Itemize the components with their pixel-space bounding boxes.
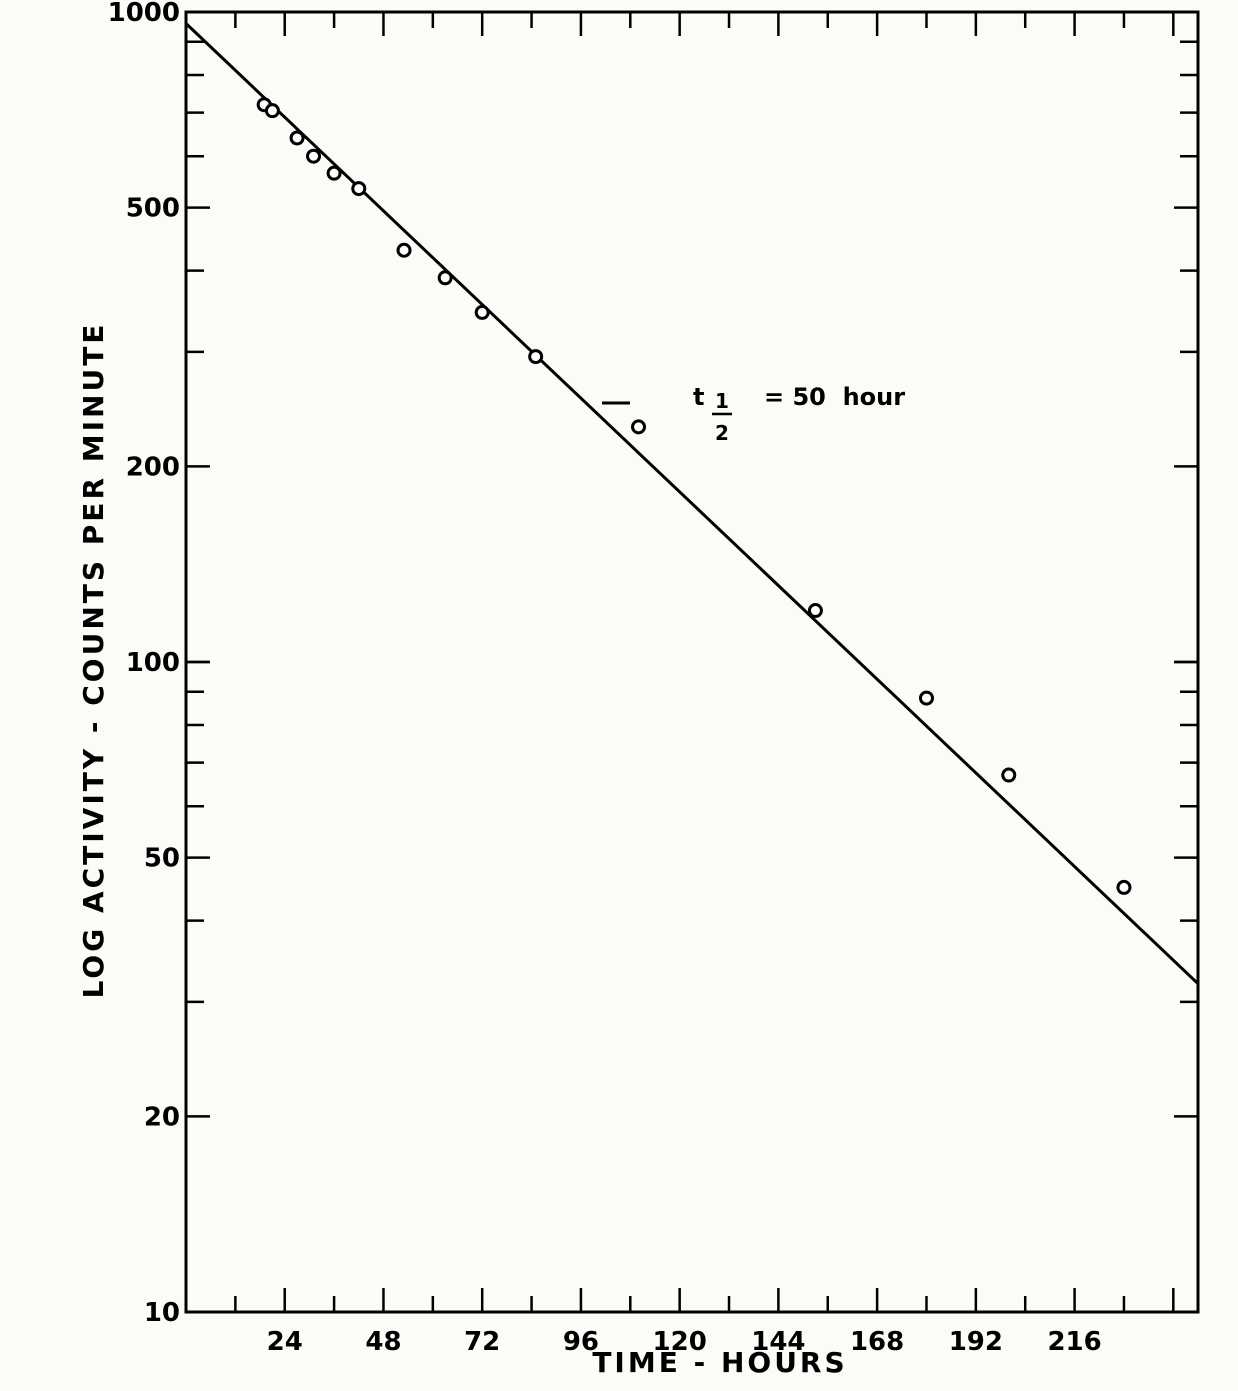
data-point: [1001, 767, 1017, 783]
data-point: [631, 419, 647, 435]
x-tick-label: 144: [751, 1327, 805, 1357]
y-tick-labels: 1000 500 200 100 50 20 10: [108, 0, 180, 1328]
x-tick-label: 96: [563, 1327, 599, 1357]
y-axis-title: LOG ACTIVITY - COUNTS PER MINUTE: [77, 322, 110, 999]
annotation-fraction-num: 1: [715, 389, 729, 413]
y-tick-label: 1000: [108, 0, 180, 28]
annotation-suffix: = 50 hour: [764, 383, 905, 411]
y-tick-label: 200: [126, 452, 180, 482]
data-point: [396, 242, 412, 258]
data-point: [306, 148, 322, 164]
x-tick-label: 120: [653, 1327, 707, 1357]
data-point: [528, 349, 544, 365]
y-tick-label: 500: [126, 194, 180, 224]
x-tick-label: 72: [464, 1327, 500, 1357]
annotation-fraction-den: 2: [715, 421, 729, 445]
data-point: [289, 130, 305, 146]
data-point: [437, 270, 453, 286]
data-point: [326, 165, 342, 181]
data-point: [1116, 879, 1132, 895]
x-tick-labels: 24 48 72 96 120 144 168 192 216: [267, 1327, 1102, 1357]
data-point: [807, 603, 823, 619]
x-axis-title: TIME - HOURS: [592, 1346, 847, 1379]
y-tick-label: 50: [144, 844, 180, 874]
x-tick-label: 24: [267, 1327, 303, 1357]
y-tick-label: 100: [126, 648, 180, 678]
plot-frame: [184, 10, 1200, 1314]
data-point: [474, 304, 490, 320]
x-tick-label: 216: [1047, 1327, 1101, 1357]
x-tick-label: 48: [365, 1327, 401, 1357]
data-point: [264, 103, 280, 119]
data-points: [256, 97, 1132, 895]
x-tick-label: 192: [949, 1327, 1003, 1357]
data-point: [351, 181, 367, 197]
half-life-annotation: t 1 2 = 50 hour: [602, 383, 905, 445]
axis-ticks: [186, 10, 1198, 1314]
annotation-prefix: t: [693, 383, 704, 411]
data-point: [918, 690, 934, 706]
y-tick-label: 10: [144, 1298, 180, 1328]
x-tick-label: 168: [850, 1327, 904, 1357]
y-tick-label: 20: [144, 1102, 180, 1132]
